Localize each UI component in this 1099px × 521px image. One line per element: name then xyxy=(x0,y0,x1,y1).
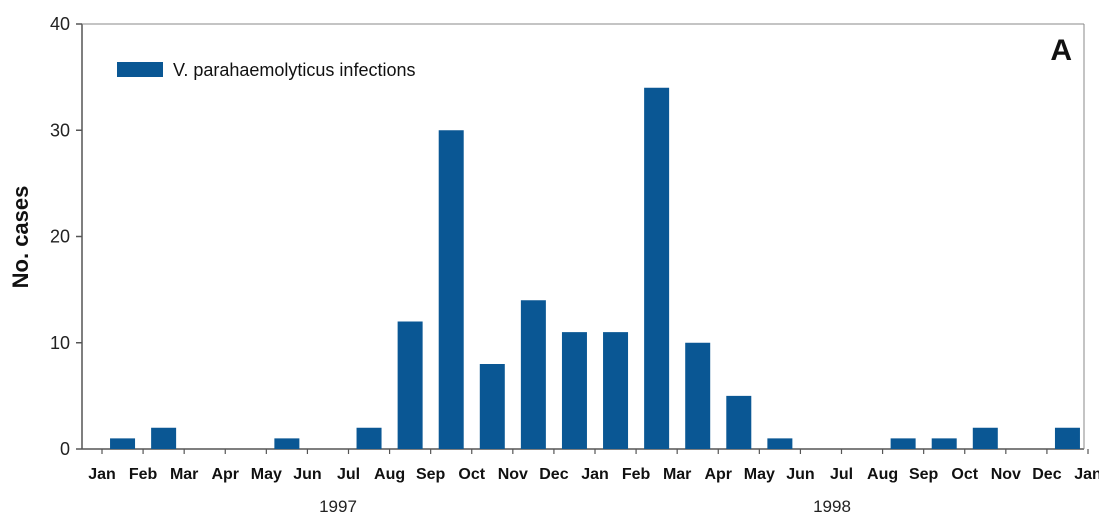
bar xyxy=(397,321,423,449)
x-tick-label: Jan xyxy=(1074,466,1099,483)
x-tick-label: Nov xyxy=(498,466,528,483)
year-label-1998: 1998 xyxy=(813,497,851,516)
bar xyxy=(644,87,670,449)
x-tick-label: Dec xyxy=(539,466,568,483)
y-tick-label: 0 xyxy=(60,439,70,459)
x-tick-label: Mar xyxy=(170,466,198,483)
x-tick-label: Apr xyxy=(211,466,239,483)
x-tick-label: Jun xyxy=(293,466,321,483)
x-tick-label: Dec xyxy=(1032,466,1061,483)
x-tick-label: Oct xyxy=(951,466,978,483)
x-tick-label: Jan xyxy=(581,466,609,483)
x-tick-label: Aug xyxy=(374,466,405,483)
bar xyxy=(151,427,177,449)
x-tick-label: Jun xyxy=(786,466,814,483)
bar xyxy=(767,438,793,449)
bar xyxy=(931,438,957,449)
bar xyxy=(603,332,629,449)
x-tick-label: Feb xyxy=(622,466,651,483)
bars xyxy=(110,87,1080,449)
bar xyxy=(438,130,464,449)
x-tick-label: Jul xyxy=(830,466,853,483)
bar xyxy=(520,300,546,449)
year-label-1997: 1997 xyxy=(319,497,357,516)
bar xyxy=(110,438,136,449)
x-tick-label: Sep xyxy=(416,466,446,483)
x-tick-label: Aug xyxy=(867,466,898,483)
bar xyxy=(356,427,382,449)
x-tick-label: Sep xyxy=(909,466,939,483)
bar xyxy=(890,438,916,449)
bar xyxy=(479,364,505,449)
bar xyxy=(685,342,711,449)
bar xyxy=(1054,427,1080,449)
x-tick-label: Jan xyxy=(88,466,116,483)
bar xyxy=(972,427,998,449)
x-tick-label: Oct xyxy=(458,466,485,483)
bar xyxy=(274,438,300,449)
panel-label: A xyxy=(1050,34,1072,67)
x-tick-label: Feb xyxy=(129,466,158,483)
x-tick-label: May xyxy=(251,466,282,483)
x-tick-label: Nov xyxy=(991,466,1021,483)
y-tick-label: 40 xyxy=(50,14,70,34)
x-tick-label: Apr xyxy=(704,466,732,483)
legend: V. parahaemolyticus infections xyxy=(117,60,415,80)
y-axis-title: No. cases xyxy=(8,186,33,289)
x-tick-label: Jul xyxy=(337,466,360,483)
y-tick-label: 20 xyxy=(50,227,70,247)
x-axis-ticks: Jan Feb Mar Apr May Jun Jul Aug Sep Oct Nov Dec Jan F… xyxy=(88,449,1099,483)
legend-label: V. parahaemolyticus infections xyxy=(173,60,415,80)
bar xyxy=(726,395,752,449)
legend-swatch xyxy=(117,62,163,77)
x-tick-label: Mar xyxy=(663,466,691,483)
y-tick-label: 30 xyxy=(50,120,70,140)
x-tick-label: May xyxy=(744,466,775,483)
y-tick-label: 10 xyxy=(50,333,70,353)
y-axis-ticks: 0 10 20 30 40 xyxy=(50,14,82,459)
bar xyxy=(561,332,587,449)
